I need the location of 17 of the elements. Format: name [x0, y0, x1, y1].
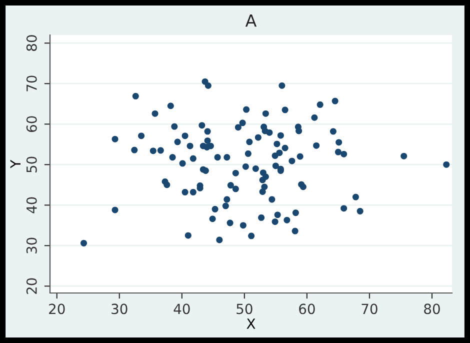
y-tick-label: 30: [26, 238, 37, 254]
x-axis-title: X: [246, 318, 256, 329]
y-tick-label: 50: [26, 156, 37, 172]
y-tick-label: 80: [26, 35, 37, 51]
x-tick-label: 80: [424, 304, 440, 314]
x-tick-label: 40: [174, 304, 190, 314]
x-tick-label: 70: [362, 304, 378, 314]
y-tick-label: 40: [26, 197, 37, 214]
y-tick-label: 70: [26, 76, 37, 92]
x-tick-label: 20: [49, 304, 65, 314]
y-tick-label: 60: [26, 116, 37, 132]
x-tick-label: 60: [299, 304, 315, 314]
y-tick-label: 20: [26, 278, 37, 294]
y-axis-title: Y: [10, 160, 20, 168]
x-tick-label: 30: [112, 304, 128, 314]
x-tick-label: 50: [236, 304, 252, 314]
chart-title: A: [245, 14, 257, 27]
